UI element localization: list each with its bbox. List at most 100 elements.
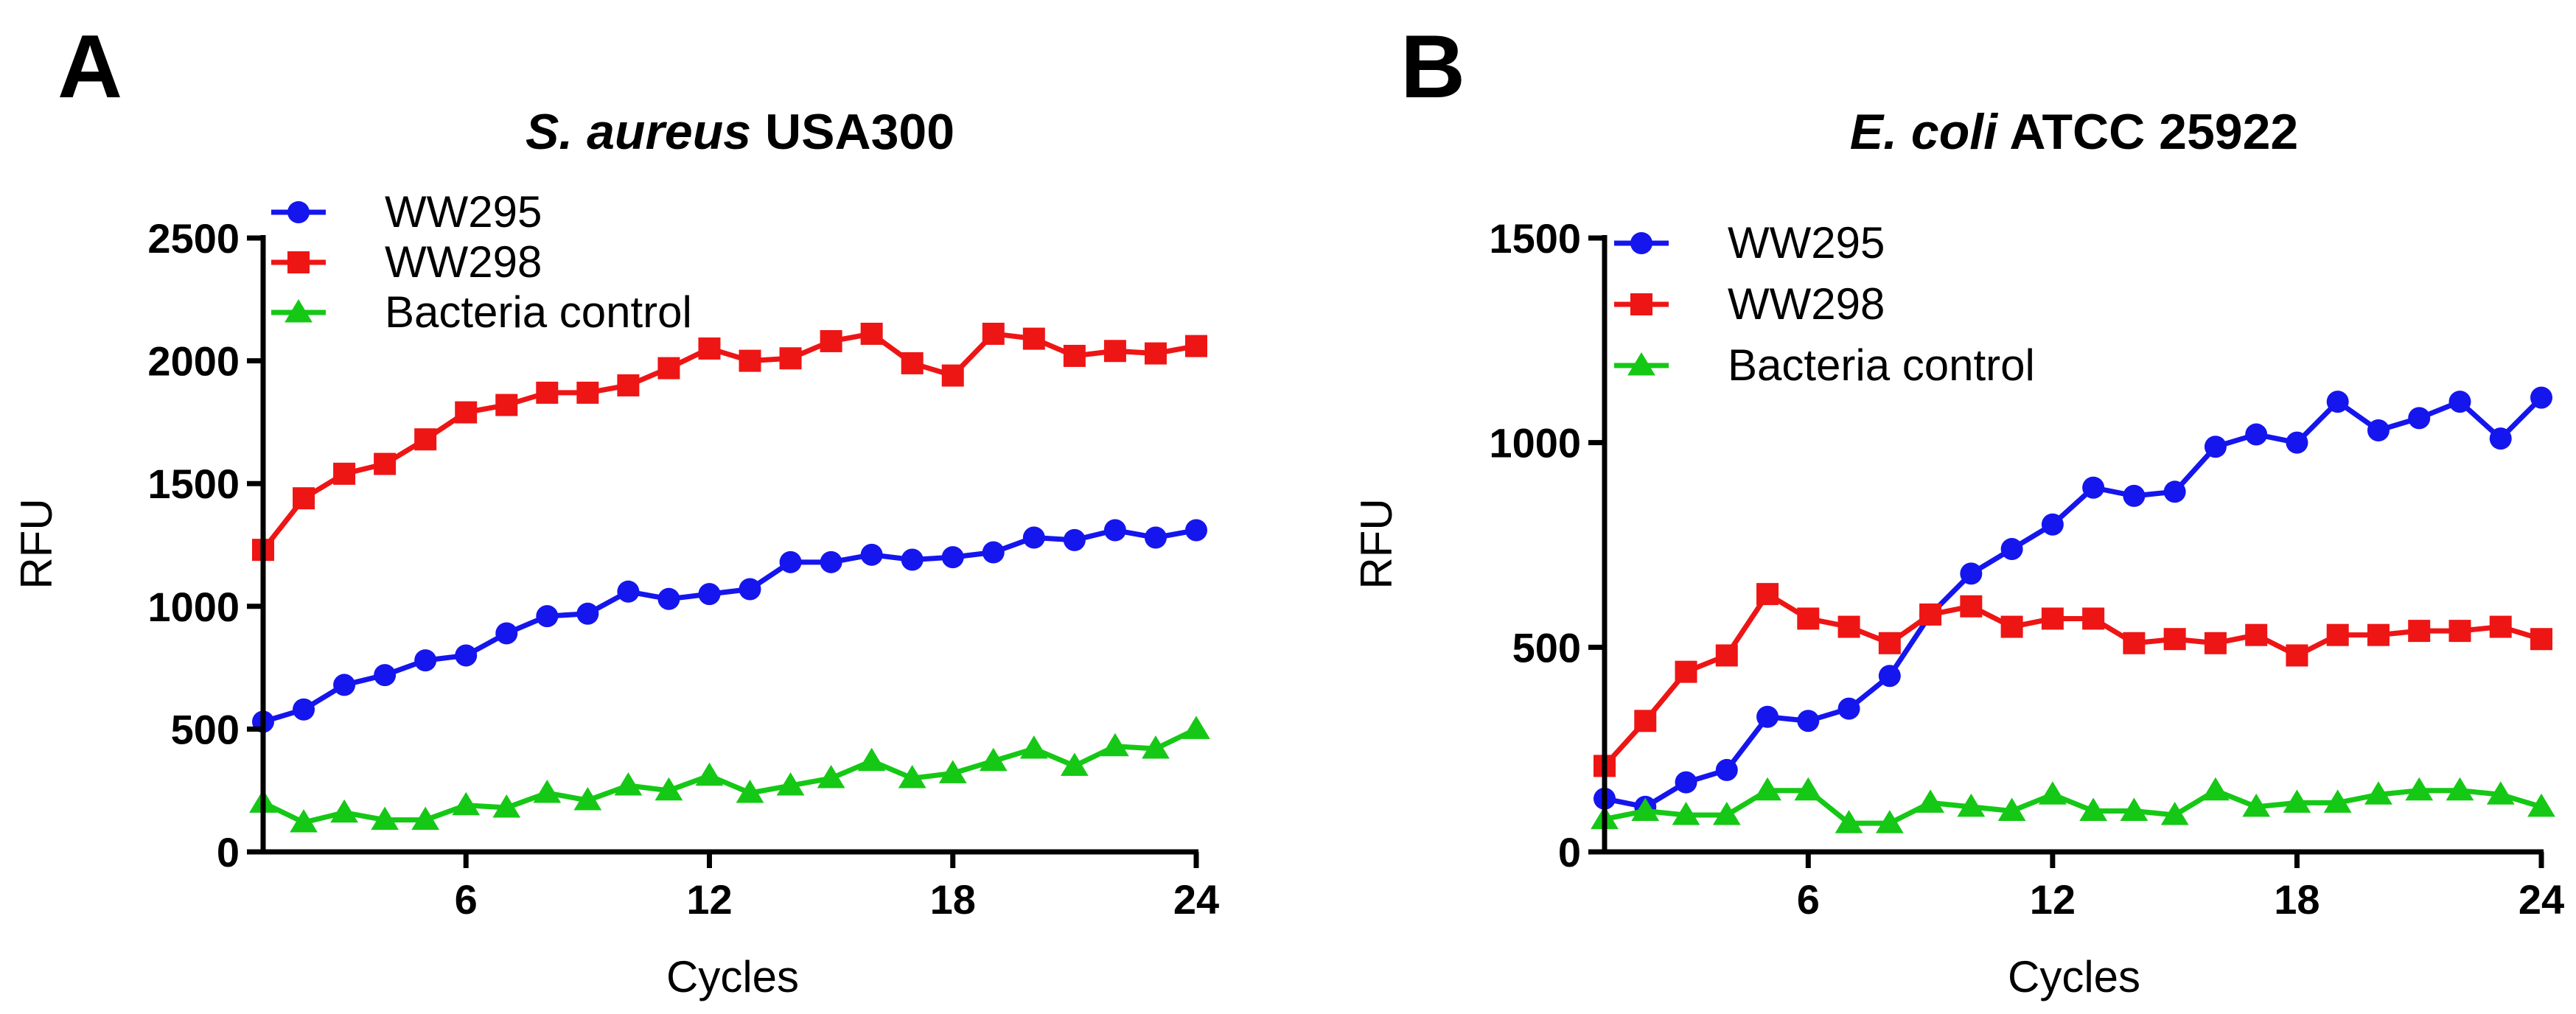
data-point-a-1-18 — [982, 322, 1005, 345]
data-point-b-1-4 — [1756, 583, 1779, 606]
y-tick-label-a-3: 1500 — [147, 461, 240, 507]
data-point-b-0-3 — [1715, 758, 1738, 781]
data-point-a-2-7 — [533, 780, 562, 803]
data-point-b-0-14 — [2163, 480, 2186, 503]
data-point-a-0-15 — [860, 543, 883, 566]
data-point-a-0-20 — [1063, 528, 1086, 551]
y-tick-label-b-2: 1000 — [1489, 420, 1581, 466]
data-point-b-0-19 — [2367, 419, 2390, 442]
data-point-a-1-5 — [455, 401, 478, 424]
data-point-a-0-22 — [1144, 526, 1167, 549]
data-point-b-2-10 — [1997, 797, 2026, 821]
data-point-b-2-12 — [2079, 797, 2108, 821]
data-point-b-0-7 — [1878, 665, 1901, 688]
data-point-b-0-18 — [2326, 391, 2349, 413]
panel-a: A S. aureus USA300 RFU Cycles 0 500 1000 15… — [12, 16, 1219, 1001]
data-point-a-2-18 — [979, 747, 1008, 772]
data-point-b-1-22 — [2489, 615, 2512, 638]
data-point-b-2-9 — [1957, 793, 1986, 817]
data-point-a-2-4 — [411, 806, 440, 831]
data-point-b-1-20 — [2408, 620, 2431, 643]
data-point-b-0-11 — [2041, 513, 2064, 536]
data-point-b-2-5 — [1794, 777, 1823, 801]
data-point-a-0-2 — [333, 674, 356, 696]
data-point-a-1-9 — [617, 374, 640, 396]
y-tick-label-a-1: 500 — [171, 706, 240, 752]
data-point-a-0-19 — [1022, 526, 1045, 549]
data-point-b-1-17 — [2286, 644, 2308, 667]
data-point-b-2-17 — [2283, 789, 2311, 813]
data-point-a-2-13 — [776, 772, 805, 796]
data-point-b-1-7 — [1878, 632, 1901, 654]
data-point-a-1-4 — [414, 428, 437, 451]
data-point-a-1-14 — [820, 329, 842, 352]
x-tick-label-a-0: 6 — [455, 876, 478, 923]
data-point-a-0-10 — [657, 587, 680, 610]
y-tick-label-b-3: 1500 — [1489, 215, 1581, 262]
data-point-a-0-21 — [1103, 519, 1126, 542]
data-point-b-1-8 — [1919, 603, 1942, 626]
data-point-b-1-18 — [2326, 623, 2349, 646]
legend-label-a-0: WW295 — [385, 187, 542, 237]
x-tick-label-a-3: 24 — [1173, 876, 1219, 923]
data-point-a-0-5 — [455, 644, 478, 667]
data-point-b-0-9 — [1960, 562, 1983, 585]
data-point-b-0-6 — [1837, 697, 1860, 720]
data-point-a-2-2 — [330, 799, 358, 823]
data-point-a-0-18 — [982, 541, 1005, 564]
data-point-b-1-16 — [2245, 623, 2268, 646]
data-point-a-0-3 — [374, 664, 397, 687]
data-point-b-0-17 — [2286, 431, 2308, 454]
data-point-b-0-10 — [2000, 538, 2023, 561]
data-point-b-1-1 — [1634, 710, 1657, 732]
data-point-a-1-6 — [495, 394, 518, 416]
data-point-b-2-3 — [1712, 802, 1741, 825]
x-tick-label-a-2: 18 — [930, 876, 976, 923]
y-tick-label-a-5: 2500 — [147, 215, 240, 262]
legend-label-a-2: Bacteria control — [385, 287, 692, 337]
data-point-a-2-15 — [857, 747, 886, 772]
legend-label-b-1: WW298 — [1728, 279, 1885, 329]
data-point-b-0-4 — [1756, 705, 1779, 728]
data-point-a-1-21 — [1103, 340, 1126, 363]
data-point-b-0-13 — [2123, 484, 2146, 507]
data-point-a-0-4 — [414, 649, 437, 672]
panel-b: B E. coli ATCC 25922 RFU Cycles 0 500 1000… — [1352, 16, 2564, 1001]
y-tick-label-b-1: 500 — [1512, 624, 1581, 671]
y-axis-label-b: RFU — [1352, 498, 1401, 589]
data-point-a-1-19 — [1022, 327, 1045, 350]
data-point-b-0-15 — [2204, 436, 2227, 458]
x-tick-label-a-1: 12 — [686, 876, 732, 923]
legend-marker-a-2 — [285, 299, 313, 323]
data-point-a-0-1 — [293, 698, 315, 721]
data-point-b-1-3 — [1715, 644, 1738, 667]
data-point-a-2-20 — [1060, 752, 1089, 776]
series-line-a-2 — [262, 727, 1198, 825]
data-point-b-2-2 — [1672, 802, 1700, 825]
data-point-b-0-22 — [2489, 427, 2512, 450]
y-tick-label-a-2: 1000 — [147, 584, 240, 630]
axes-a: 0 500 1000 1500 2000 2500 6 12 18 24 — [147, 215, 1219, 923]
data-point-a-1-13 — [779, 347, 802, 370]
x-axis-label-b: Cycles — [2008, 952, 2140, 1001]
data-point-a-2-3 — [371, 806, 399, 831]
data-point-a-1-10 — [657, 357, 680, 380]
data-point-a-1-1 — [293, 487, 315, 510]
data-point-a-2-9 — [614, 772, 643, 796]
data-point-b-2-15 — [2202, 777, 2230, 801]
data-point-a-2-12 — [736, 780, 764, 803]
data-point-b-0-16 — [2245, 423, 2268, 446]
series-line-a-1 — [261, 331, 1197, 552]
data-point-b-1-9 — [1960, 595, 1983, 618]
data-point-b-2-20 — [2405, 777, 2434, 801]
data-point-b-1-23 — [2530, 628, 2552, 651]
data-point-a-2-22 — [1142, 735, 1170, 759]
data-point-b-2-4 — [1753, 777, 1781, 801]
series-line-b-1 — [1602, 591, 2543, 768]
legend-marker-b-2 — [1627, 352, 1655, 376]
x-tick-label-b-0: 6 — [1797, 876, 1820, 923]
data-point-b-1-21 — [2448, 620, 2471, 643]
legend-label-b-2: Bacteria control — [1728, 340, 2035, 390]
data-point-b-2-7 — [1875, 810, 1904, 833]
